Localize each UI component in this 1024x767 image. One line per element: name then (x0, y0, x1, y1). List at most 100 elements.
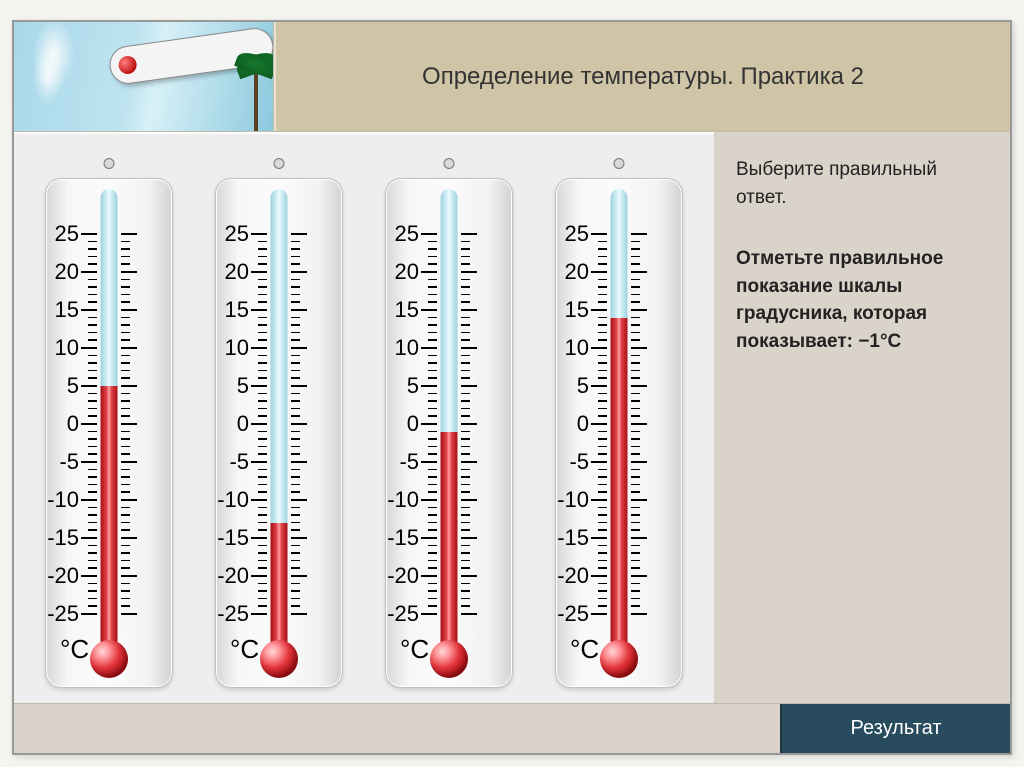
thermometer-frame: 2520151050-5-10-15-20-25°C (45, 178, 173, 688)
tick-major (461, 309, 477, 311)
tick-minor (461, 453, 470, 455)
tick-major (631, 613, 647, 615)
tick-minor (88, 438, 97, 440)
footer: Результат (14, 703, 1010, 753)
tick-major (421, 233, 437, 235)
tick-minor (88, 567, 97, 569)
tick-major (591, 423, 607, 425)
tick-minor (461, 370, 470, 372)
page-title: Определение температуры. Практика 2 (274, 22, 1010, 131)
tick-label: -10 (557, 487, 589, 513)
tick-minor (258, 339, 267, 341)
tick-minor (461, 415, 470, 417)
tick-minor (258, 332, 267, 334)
tick-minor (88, 514, 97, 516)
tick-minor (121, 377, 130, 379)
tick-minor (258, 605, 267, 607)
tick-major (631, 575, 647, 577)
tick-minor (428, 279, 437, 281)
tick-minor (461, 339, 470, 341)
tick-minor (88, 522, 97, 524)
tick-minor (258, 241, 267, 243)
tick-minor (631, 590, 640, 592)
tick-label: 10 (55, 335, 79, 361)
tick-minor (88, 583, 97, 585)
tick-minor (121, 393, 130, 395)
tick-minor (598, 377, 607, 379)
tick-minor (121, 545, 130, 547)
tick-minor (461, 491, 470, 493)
thermometer-frame: 2520151050-5-10-15-20-25°C (215, 178, 343, 688)
prompt-text: Выберите правильный ответ. (736, 156, 988, 211)
tick-label: 20 (395, 259, 419, 285)
tick-major (591, 233, 607, 235)
tick-minor (291, 248, 300, 250)
tick-minor (461, 529, 470, 531)
option-radio[interactable] (104, 158, 115, 169)
tick-minor (121, 567, 130, 569)
thermometer-option[interactable]: 2520151050-5-10-15-20-25°C (199, 156, 359, 696)
tick-minor (461, 301, 470, 303)
tick-major (81, 537, 97, 539)
tick-minor (121, 598, 130, 600)
tick-major (81, 347, 97, 349)
tick-minor (121, 355, 130, 357)
tick-minor (88, 605, 97, 607)
unit-label: °C (60, 634, 89, 665)
option-radio[interactable] (444, 158, 455, 169)
tick-minor (88, 324, 97, 326)
tick-major (631, 347, 647, 349)
result-button[interactable]: Результат (780, 704, 1010, 753)
tick-minor (631, 339, 640, 341)
tick-label: -10 (47, 487, 79, 513)
tick-minor (121, 552, 130, 554)
tick-minor (258, 491, 267, 493)
option-radio[interactable] (274, 158, 285, 169)
tick-major (251, 613, 267, 615)
tick-label: 5 (237, 373, 249, 399)
tick-major (631, 461, 647, 463)
tick-minor (121, 446, 130, 448)
tick-major (81, 575, 97, 577)
tick-minor (461, 431, 470, 433)
tick-minor (88, 598, 97, 600)
thermometer-option[interactable]: 2520151050-5-10-15-20-25°C (29, 156, 189, 696)
tick-minor (631, 248, 640, 250)
tick-minor (291, 522, 300, 524)
tick-minor (258, 522, 267, 524)
tick-minor (291, 491, 300, 493)
tick-label: -25 (47, 601, 79, 627)
tick-minor (291, 393, 300, 395)
thermometer-option[interactable]: 2520151050-5-10-15-20-25°C (539, 156, 699, 696)
tick-major (251, 233, 267, 235)
tick-minor (598, 446, 607, 448)
tick-minor (121, 362, 130, 364)
tick-label: 25 (565, 221, 589, 247)
tick-minor (291, 408, 300, 410)
option-radio[interactable] (614, 158, 625, 169)
tick-minor (88, 301, 97, 303)
tick-minor (121, 583, 130, 585)
tick-minor (291, 324, 300, 326)
tick-major (421, 347, 437, 349)
thermometer-option[interactable]: 2520151050-5-10-15-20-25°C (369, 156, 529, 696)
tick-minor (258, 370, 267, 372)
tick-minor (121, 279, 130, 281)
tick-minor (291, 453, 300, 455)
tick-minor (461, 446, 470, 448)
tick-minor (631, 453, 640, 455)
tick-label: -15 (217, 525, 249, 551)
tick-major (291, 271, 307, 273)
tick-minor (88, 507, 97, 509)
tick-minor (461, 286, 470, 288)
tick-label: -5 (569, 449, 589, 475)
tick-label: -15 (387, 525, 419, 551)
tick-major (421, 271, 437, 273)
tick-minor (258, 393, 267, 395)
tick-minor (258, 431, 267, 433)
tick-major (81, 613, 97, 615)
tick-minor (428, 598, 437, 600)
tick-major (421, 575, 437, 577)
tick-minor (461, 552, 470, 554)
tick-major (421, 613, 437, 615)
